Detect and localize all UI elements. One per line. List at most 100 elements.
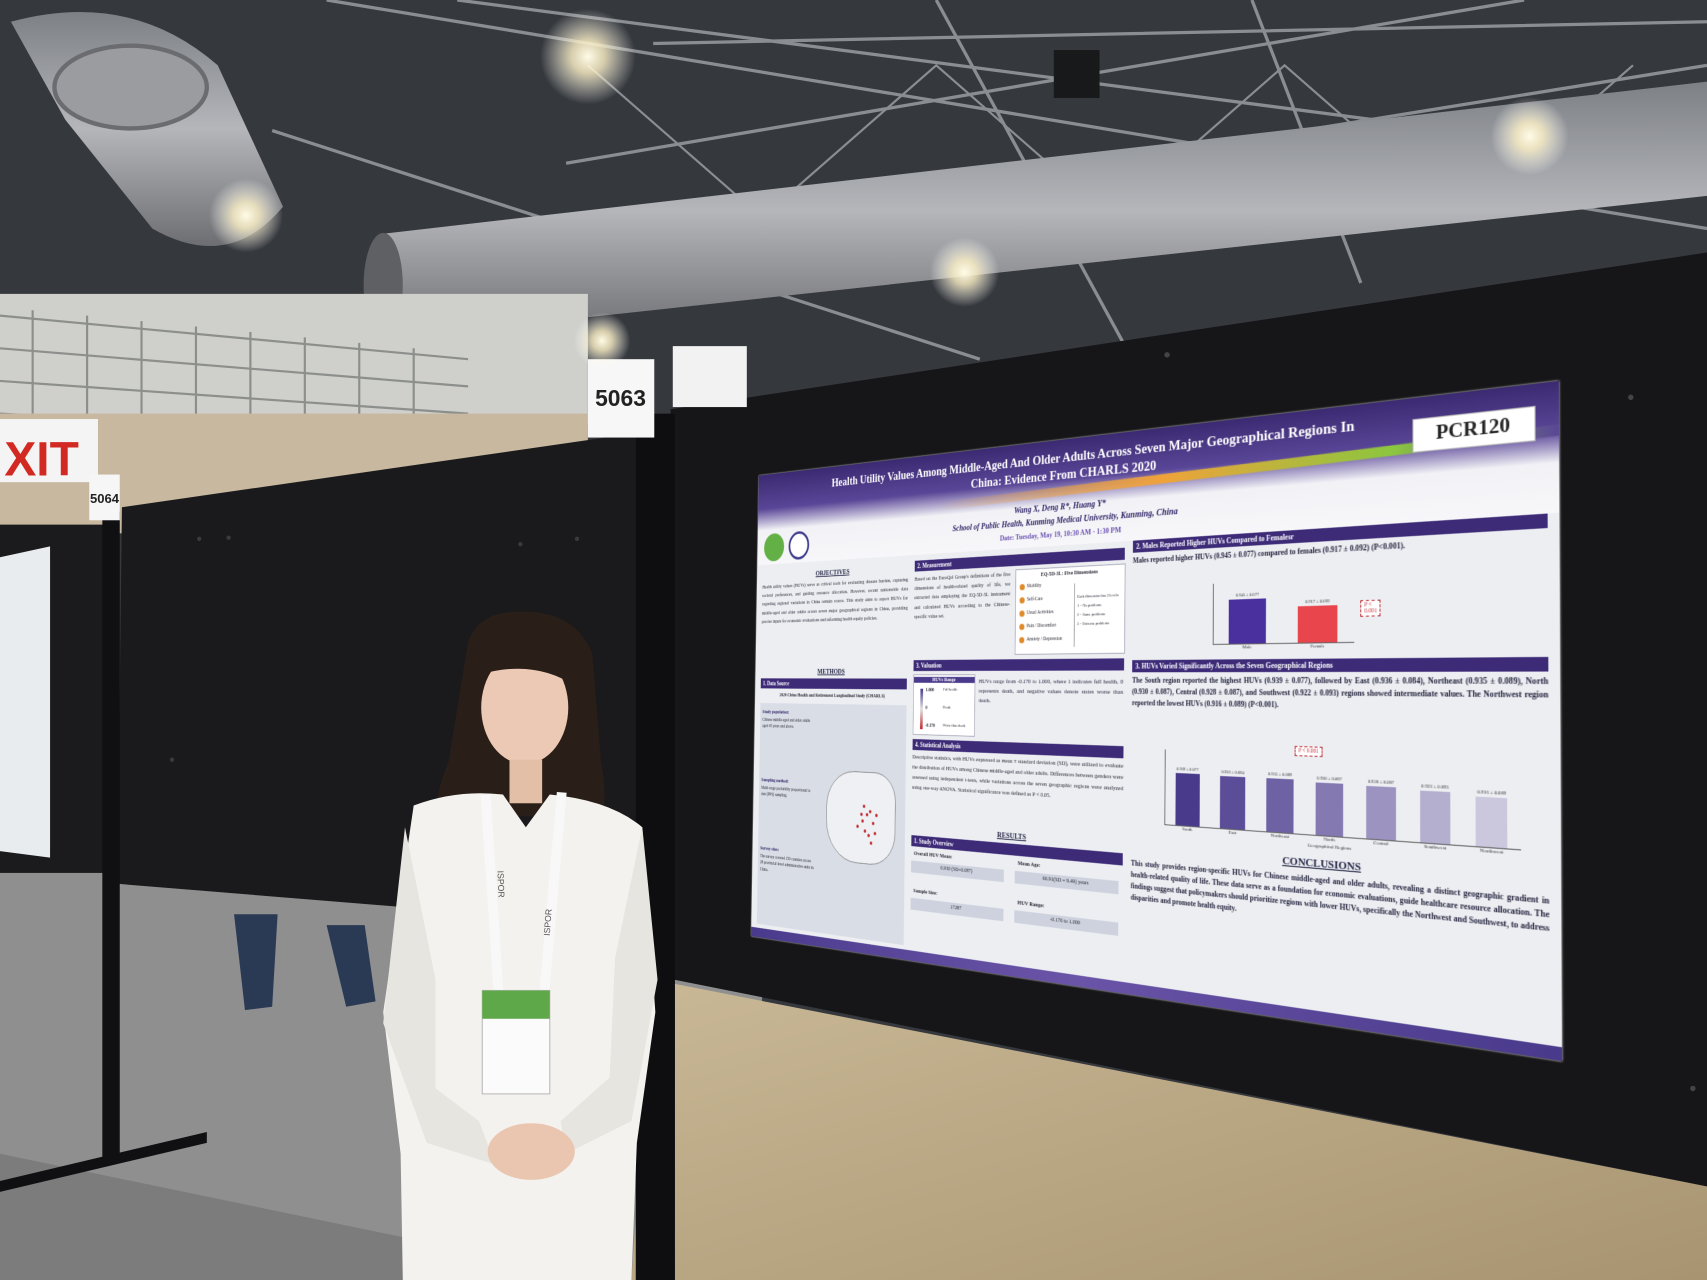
- dimension-icon: [1019, 623, 1025, 631]
- level: 2 = Some problems: [1077, 611, 1106, 617]
- value-label: 0.922 ± 0.093: [1421, 783, 1449, 791]
- dimension-icon: [1019, 597, 1025, 604]
- subsection-bar: 3. Valuation: [913, 658, 1125, 672]
- level: Each dimension has 3 levels:: [1077, 592, 1120, 599]
- map-outline: [825, 769, 897, 868]
- value-label: 0.945 ± 0.077: [1235, 591, 1259, 598]
- study-overview: Overall HUV Mean: 0.930 (SD=0.087) Sample …: [910, 850, 1122, 964]
- board-number: 5064: [90, 491, 120, 506]
- p-value-annotation: P < 0.001: [1294, 745, 1323, 758]
- item-text: The survey covered 150 counties across 2…: [759, 853, 814, 873]
- dimension: Mobility: [1026, 583, 1042, 590]
- exit-sign: [0, 419, 98, 483]
- value-label: 0.928 ± 0.087: [1367, 778, 1395, 786]
- map-dot: [863, 829, 867, 833]
- bar: [1175, 772, 1200, 827]
- background-people: [234, 914, 376, 1011]
- lanyard-text: ISPOR: [496, 870, 507, 897]
- bar: [1219, 775, 1246, 830]
- dimension: Usual Activities: [1026, 609, 1054, 616]
- bar: [1366, 786, 1396, 841]
- map-dot: [873, 831, 877, 836]
- subsection-bar: 1. Data Source: [760, 678, 907, 690]
- item-text: Chinese middle-aged and older adults age…: [762, 717, 811, 730]
- scale-mark: 1.000: [925, 687, 935, 694]
- subsection-bar: 3. HUVs Varied Significantly Across the …: [1132, 656, 1549, 673]
- board-number: 5063: [595, 385, 646, 411]
- huv-range-title: HUVs Range: [913, 676, 975, 683]
- board-foot: [0, 1131, 207, 1192]
- dimension-icon: [1019, 583, 1025, 591]
- map-dot: [869, 841, 873, 845]
- bar: [1266, 778, 1294, 834]
- board-pins: [1164, 352, 1696, 1092]
- bar: [1228, 598, 1267, 644]
- item-text: Multi-stage probability proportional to …: [761, 785, 811, 799]
- map-dot: [865, 813, 869, 817]
- map-dot: [875, 813, 878, 818]
- scale-meaning: Full health: [943, 687, 958, 693]
- far-left-poster: [0, 546, 51, 858]
- analysis-text: Descriptive statistics, with HUVs expres…: [912, 754, 1124, 799]
- back-wall: [0, 293, 588, 425]
- lanyard-text: ISPOR: [542, 909, 554, 937]
- bar: [1475, 796, 1508, 849]
- board-leg: [102, 511, 120, 1160]
- huv-range-box: HUVs Range 1.000 Full health 0 Death -0.170 W…: [912, 674, 976, 737]
- valuation-text: HUVs range from -0.170 to 1.000, where 1…: [978, 677, 1124, 705]
- exit-sign-text: XIT: [4, 434, 78, 487]
- regions-chart: 0.939 ± 0.077 South 0.936 ± 0.084 East 0.935…: [1164, 745, 1522, 856]
- blank-sign: [672, 346, 747, 408]
- dimension: Anxiety / Depression: [1026, 636, 1063, 643]
- objectives-text: Health utility values (HUVs) serve as cr…: [761, 576, 909, 625]
- dimension-icon: [1019, 610, 1025, 617]
- map-dot: [861, 819, 864, 823]
- concrete-floor: [631, 979, 1707, 1280]
- bar: [1419, 791, 1451, 845]
- map-dot: [856, 824, 859, 829]
- value-label: 0.917 ± 0.092: [1305, 597, 1330, 604]
- measurement-text: Based on the EuroQol Group's definitions…: [914, 571, 1011, 620]
- board-pins: [169, 535, 580, 762]
- presenter: [383, 611, 658, 1280]
- board-number-sign: [587, 359, 655, 438]
- value-label: 0.916 ± 0.089: [1477, 788, 1506, 796]
- sex-chart: 0.945 ± 0.077 Male 0.917 ± 0.092 Female P < …: [1212, 577, 1381, 650]
- category-label: Female: [1310, 644, 1325, 650]
- section-heading: METHODS: [817, 667, 845, 676]
- level: 3 = Extreme problems: [1076, 620, 1110, 626]
- bar: [1297, 604, 1338, 643]
- speaker: [1053, 50, 1100, 98]
- value-label: 0.930 ± 0.087: [1316, 775, 1342, 782]
- air-duct: [381, 81, 1707, 340]
- p-value-annotation: P < 0.001: [1360, 599, 1381, 617]
- divider: [1073, 583, 1076, 647]
- eq5d-box-title: EQ-5D-3L: Five Dimensions: [1040, 568, 1099, 578]
- carpet-shadow: [0, 1153, 610, 1280]
- data-source-study: 2020 China Health and Retirement Longitu…: [779, 692, 885, 700]
- map-dot: [868, 809, 872, 814]
- bar: [1315, 782, 1344, 837]
- map-dot: [867, 833, 870, 838]
- regions-text: The South region reported the highest HU…: [1131, 676, 1549, 710]
- china-map: [819, 753, 901, 891]
- ceiling-lights: [209, 8, 1569, 369]
- scale-meaning: Death: [942, 705, 951, 711]
- scale-meaning: Worse than death: [942, 723, 966, 729]
- dimension: Self-Care: [1026, 596, 1043, 603]
- data-source-items: Study population: Chinese middle-aged and…: [759, 709, 816, 926]
- map-dot: [871, 821, 875, 826]
- map-dot: [862, 804, 866, 809]
- range-scale: [919, 688, 924, 730]
- wall-grille: [0, 310, 469, 445]
- duct-end: [52, 43, 210, 131]
- scale-mark: 0: [925, 705, 928, 711]
- eq5d-box: EQ-5D-3L: Five Dimensions Mobility Self-C…: [1014, 563, 1126, 655]
- dimension-icon: [1019, 637, 1025, 644]
- value-label: 0.935 ± 0.089: [1268, 771, 1293, 778]
- map-dot: [860, 812, 863, 817]
- dimension: Pain / Discomfort: [1026, 622, 1057, 630]
- scale-mark: -0.170: [925, 723, 935, 729]
